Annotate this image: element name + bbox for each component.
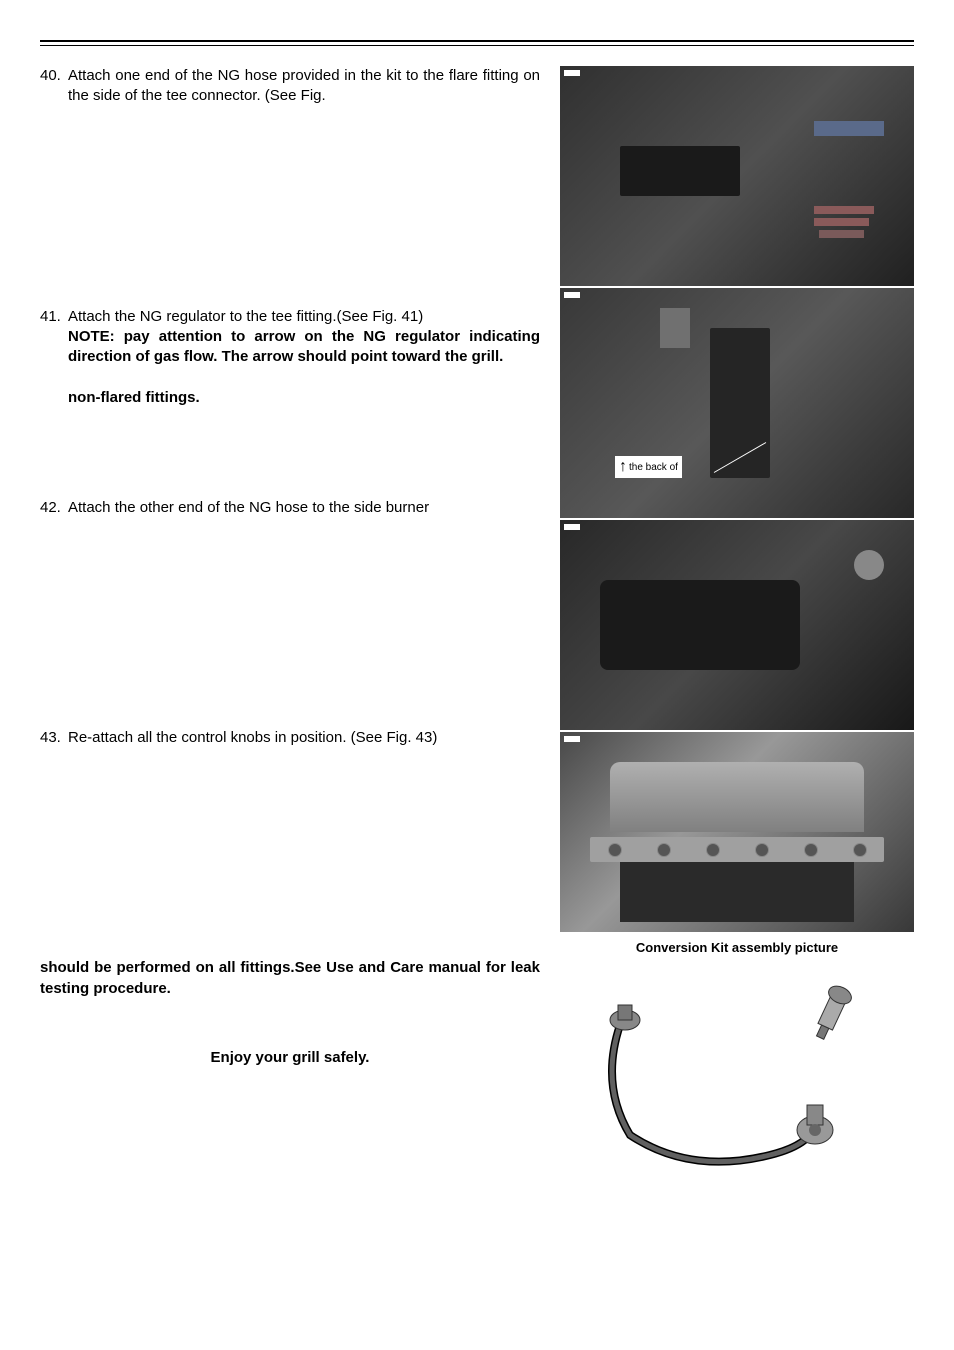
figure-42 (560, 520, 914, 730)
knob-icon (755, 843, 769, 857)
step-40-number: 40. (40, 66, 68, 107)
figure-41: ↑ the back of (560, 288, 914, 518)
right-column: ↑ the back of Conversion Kit assembl (560, 66, 914, 1190)
figure-40-label (564, 70, 580, 76)
step-42: 42. Attach the other end of the NG hose … (40, 498, 540, 518)
figure-40 (560, 66, 914, 286)
knob-icon (853, 843, 867, 857)
step-41: 41. Attach the NG regulator to the tee f… (40, 307, 540, 408)
step-40-text: Attach one end of the NG hose provided i… (68, 66, 540, 107)
step-40: 40. Attach one end of the NG hose provid… (40, 66, 540, 107)
step-43: 43. Re-attach all the control knobs in p… (40, 728, 540, 748)
conversion-kit-caption: Conversion Kit assembly picture (560, 940, 914, 955)
step-41-note2: non-flared fittings. (68, 389, 200, 406)
content-wrapper: 40. Attach one end of the NG hose provid… (40, 66, 914, 1190)
step-42-text: Attach the other end of the NG hose to t… (68, 498, 540, 518)
step-41-number: 41. (40, 307, 68, 408)
knob-icon (804, 843, 818, 857)
grill-knob-row (590, 837, 884, 862)
knob-icon (608, 843, 622, 857)
figure-43-label (564, 736, 580, 742)
figure-41-callout-text: the back of (629, 462, 678, 473)
knob-icon (706, 843, 720, 857)
step-41-note: NOTE: pay attention to arrow on the NG r… (68, 328, 540, 365)
step-43-number: 43. (40, 728, 68, 748)
leak-test-warning-text: should be performed on all fittings.See … (40, 958, 540, 999)
figure-43 (560, 732, 914, 932)
figure-41-callout: ↑ the back of (615, 456, 682, 478)
closing-text: Enjoy your grill safely. (40, 1049, 540, 1066)
step-41-text: Attach the NG regulator to the tee fitti… (68, 307, 540, 408)
leak-test-warning: should be performed on all fittings.See … (40, 958, 540, 999)
knob-icon (657, 843, 671, 857)
step-42-number: 42. (40, 498, 68, 518)
figure-42-label (564, 524, 580, 530)
top-horizontal-rule (40, 40, 914, 46)
up-arrow-icon: ↑ (619, 458, 627, 476)
left-column: 40. Attach one end of the NG hose provid… (40, 66, 560, 1190)
step-43-text: Re-attach all the control knobs in posit… (68, 728, 540, 748)
conversion-kit-drawing (590, 965, 880, 1185)
step-41-body: Attach the NG regulator to the tee fitti… (68, 308, 423, 325)
figure-41-label (564, 292, 580, 298)
